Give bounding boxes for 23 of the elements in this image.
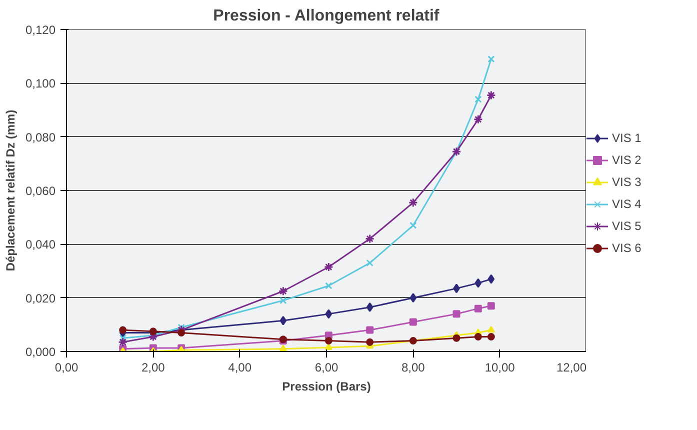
legend-label: VIS 5 — [612, 219, 642, 233]
x-axis-title: Pression (Bars) — [282, 380, 371, 394]
x-tick-label: 10,00 — [484, 360, 516, 374]
legend-label: VIS 3 — [612, 175, 642, 189]
x-tick-label: 2,00 — [141, 360, 166, 374]
y-tick-label: 0,040 — [25, 238, 56, 252]
legend-label: VIS 2 — [612, 153, 642, 167]
legend-label: VIS 4 — [612, 197, 642, 211]
y-tick-label: 0,000 — [25, 345, 56, 359]
chart-title: Pression - Allongement relatif — [213, 8, 440, 24]
y-tick-label: 0,060 — [25, 184, 56, 198]
y-tick-label: 0,080 — [25, 130, 56, 144]
y-tick-label: 0,120 — [25, 23, 56, 37]
x-tick-label: 12,00 — [556, 360, 587, 374]
x-tick-label: 6,00 — [314, 360, 339, 374]
y-axis-title: Déplacement relatif Dz (mm) — [3, 110, 18, 272]
x-tick-label: 0,00 — [54, 360, 79, 374]
y-tick-label: 0,020 — [25, 291, 56, 306]
x-tick-label: 4,00 — [228, 360, 252, 374]
y-tick-label: 0,100 — [25, 76, 56, 91]
legend-label: VIS 6 — [612, 241, 642, 255]
x-tick-label: 8,00 — [401, 360, 426, 374]
legend-label: VIS 1 — [612, 131, 642, 145]
